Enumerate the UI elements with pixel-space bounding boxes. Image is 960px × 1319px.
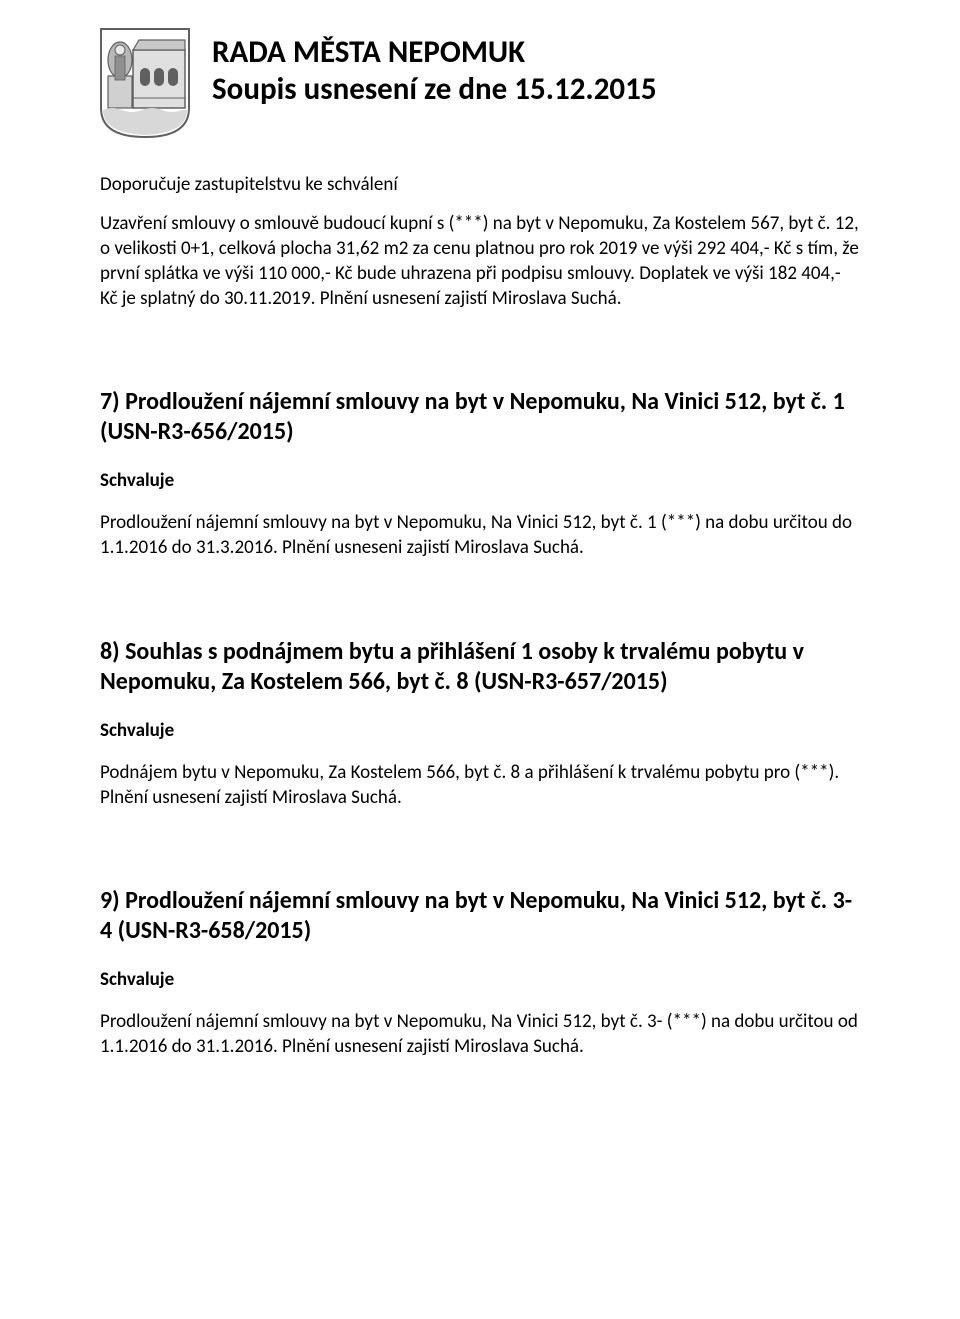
item-8-heading: 8) Souhlas s podnájmem bytu a přihlášení… <box>100 637 860 697</box>
page: RADA MĚSTA NEPOMUK Soupis usnesení ze dn… <box>0 0 960 1319</box>
document-header: RADA MĚSTA NEPOMUK Soupis usnesení ze dn… <box>100 28 860 138</box>
item-7-section: 7) Prodloužení nájemní smlouvy na byt v … <box>100 387 860 560</box>
item-9-paragraph: Prodloužení nájemní smlouvy na byt v Nep… <box>100 1009 860 1059</box>
intro-section: Doporučuje zastupitelstvu ke schválení U… <box>100 172 860 311</box>
title-block: RADA MĚSTA NEPOMUK Soupis usnesení ze dn… <box>212 28 657 107</box>
item-9-section: 9) Prodloužení nájemní smlouvy na byt v … <box>100 886 860 1059</box>
intro-lead: Doporučuje zastupitelstvu ke schválení <box>100 172 860 197</box>
item-7-subhead: Schvaluje <box>100 469 860 492</box>
item-8-subhead: Schvaluje <box>100 719 860 742</box>
title-line-2: Soupis usnesení ze dne 15.12.2015 <box>212 71 657 108</box>
item-8-section: 8) Souhlas s podnájmem bytu a přihlášení… <box>100 637 860 810</box>
intro-paragraph: Uzavření smlouvy o smlouvě budoucí kupní… <box>100 211 860 311</box>
item-9-heading: 9) Prodloužení nájemní smlouvy na byt v … <box>100 886 860 946</box>
item-7-paragraph: Prodloužení nájemní smlouvy na byt v Nep… <box>100 510 860 560</box>
item-8-paragraph: Podnájem bytu v Nepomuku, Za Kostelem 56… <box>100 760 860 810</box>
title-line-1: RADA MĚSTA NEPOMUK <box>212 34 657 71</box>
item-7-heading: 7) Prodloužení nájemní smlouvy na byt v … <box>100 387 860 447</box>
municipal-crest-icon <box>100 28 190 138</box>
item-9-subhead: Schvaluje <box>100 968 860 991</box>
